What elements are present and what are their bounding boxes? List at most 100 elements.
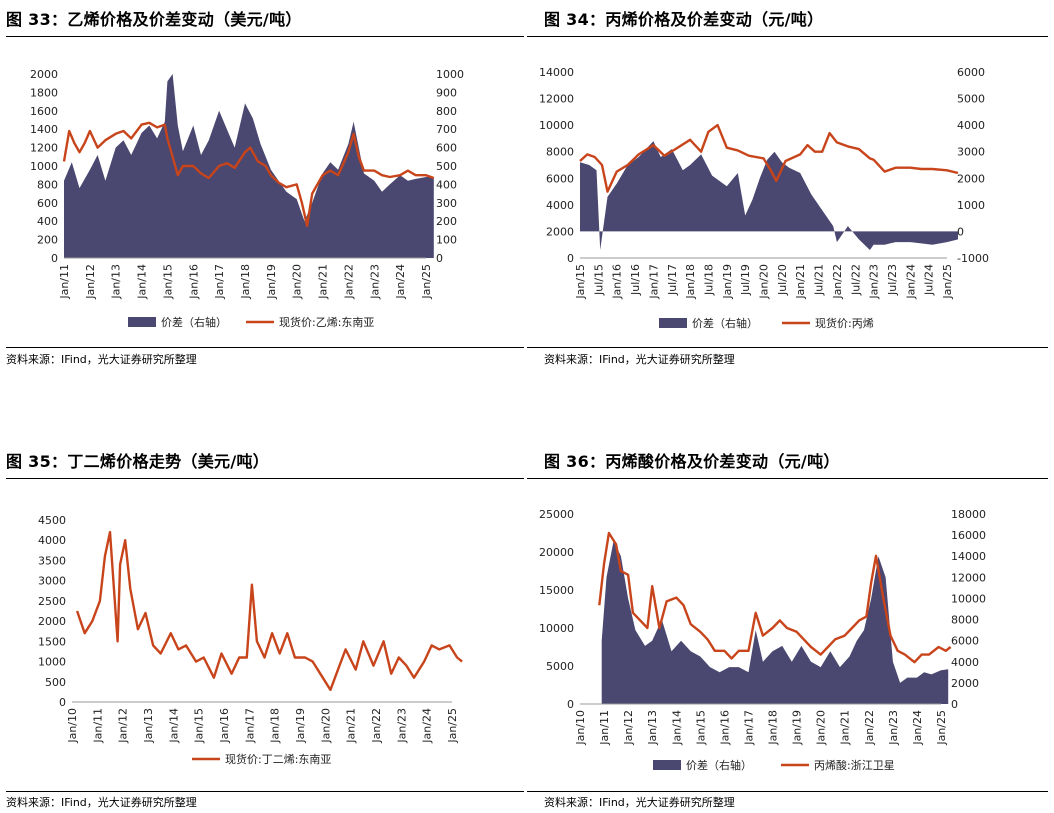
butadiene-chart: 0 500 1000 1500 2000 2500 3000 3500 4000 4500 Jan/…	[38, 514, 463, 766]
x-tick-label: Jan/18	[239, 264, 252, 300]
source-note: 资料来源：IFind，光大证券研究所整理	[544, 796, 735, 809]
y-left-tick-label: 3500	[38, 554, 66, 567]
x-tick-label: Jan/11	[598, 710, 611, 746]
x-tick-label: Jan/23	[887, 710, 900, 746]
x-tick-label: Jan/11	[91, 708, 104, 744]
source-note: 资料来源：IFind，光大证券研究所整理	[6, 796, 197, 809]
x-tick-label: Jan/20	[758, 264, 771, 300]
x-tick-label: Jan/11	[58, 264, 71, 300]
x-tick-label: Jan/23	[368, 264, 381, 300]
y-right-tick-label: 5000	[957, 93, 985, 106]
x-tick-label: Jan/19	[791, 710, 804, 746]
x-tick-label: Jan/22	[342, 264, 355, 300]
title-divider	[527, 478, 1048, 479]
title-divider	[6, 36, 524, 37]
y-left-tick-label: 4500	[38, 514, 66, 527]
legend-label: 现货价:丙烯	[815, 316, 874, 330]
x-tick-label: Jan/18	[767, 710, 780, 746]
x-tick-label: Jan/17	[213, 264, 226, 300]
legend-label: 现货价:丁二烯:东南亚	[225, 752, 331, 766]
x-tick-label: Jan/14	[670, 710, 683, 746]
x-tick-label: Jan/21	[794, 264, 807, 300]
y-left-tick-label: 2000	[546, 225, 574, 238]
y-right-tick-label: 0	[951, 698, 958, 711]
acrylic-acid-chart: 0 5000 10000 15000 20000 25000 0 2000 4000 6000 80…	[539, 508, 986, 772]
x-tick-label: Jan/19	[294, 708, 307, 744]
y-right-tick-label: 400	[436, 178, 457, 191]
y-left-tick-label: 400	[37, 215, 58, 228]
x-tick-label: Jan/21	[317, 264, 330, 300]
y-right-tick-label: 0	[957, 225, 964, 238]
price-line	[62, 121, 435, 227]
chart-title: 图 34：丙烯价格及价差变动（元/吨）	[544, 10, 824, 29]
source-divider	[6, 347, 524, 348]
y-left-tick-label: 2500	[38, 595, 66, 608]
y-left-tick-label: 0	[567, 698, 574, 711]
price-line	[598, 531, 952, 664]
y-left-tick-label: 200	[37, 234, 58, 247]
source-note: 资料来源：IFind，光大证券研究所整理	[544, 353, 735, 366]
x-tick-label: Jan/12	[117, 708, 130, 744]
source-divider	[6, 791, 524, 792]
y-left-tick-label: 0	[567, 252, 574, 265]
legend-label: 丙烯酸:浙江卫星	[814, 758, 895, 772]
x-tick-label: Jan/24	[421, 708, 434, 744]
y-right-tick-label: 300	[436, 197, 457, 210]
y-right-tick-label: 4000	[957, 119, 985, 132]
y-left-tick-label: 1800	[30, 86, 58, 99]
legend-label: 现货价:乙烯:东南亚	[279, 315, 374, 329]
legend-swatch-area	[653, 760, 681, 770]
y-left-tick-label: 2000	[38, 615, 66, 628]
x-tick-label: Jan/19	[721, 264, 734, 300]
x-tick-label: Jan/20	[319, 708, 332, 744]
propylene-chart: 0 2000 4000 6000 8000 10000 12000 14000 -1000 0 10…	[539, 66, 989, 330]
y-right-tick-label: 12000	[951, 571, 986, 584]
x-tick-label: Jan/15	[161, 264, 174, 300]
x-tick-label: Jan/18	[269, 708, 282, 744]
x-tick-label: Jul/21	[813, 264, 826, 296]
x-tick-label: Jan/10	[574, 710, 587, 746]
y-left-tick-label: 12000	[539, 93, 574, 106]
y-left-tick-label: 1200	[30, 142, 58, 155]
title-divider	[527, 36, 1048, 37]
chart-title: 图 33：乙烯价格及价差变动（美元/吨）	[6, 10, 302, 29]
x-tick-label: Jan/22	[831, 264, 844, 300]
x-tick-label: Jan/22	[370, 708, 383, 744]
x-tick-label: Jan/25	[420, 264, 433, 300]
y-right-tick-label: 16000	[951, 529, 986, 542]
y-left-tick-label: 20000	[539, 546, 574, 559]
x-tick-label: Jan/20	[815, 710, 828, 746]
x-tick-label: Jan/12	[622, 710, 635, 746]
y-left-tick-label: 25000	[539, 508, 574, 521]
x-tick-label: Jan/13	[142, 708, 155, 744]
chart-title: 图 36：丙烯酸价格及价差变动（元/吨）	[544, 452, 840, 471]
x-tick-label: Jul/19	[739, 264, 752, 296]
y-right-tick-label: 1000	[957, 199, 985, 212]
legend-label: 价差（右轴）	[686, 758, 752, 772]
y-left-tick-label: 14000	[539, 66, 574, 79]
y-left-tick-label: 2000	[30, 68, 58, 81]
legend-label: 价差（右轴）	[692, 316, 758, 330]
x-tick-label: Jul/22	[849, 264, 862, 296]
chart-title: 图 35：丁二烯价格走势（美元/吨）	[6, 452, 270, 471]
y-left-tick-label: 0	[59, 696, 66, 709]
x-tick-label: Jan/17	[743, 710, 756, 746]
x-tick-label: Jan/16	[187, 264, 200, 300]
y-left-tick-label: 10000	[539, 119, 574, 132]
x-tick-label: Jan/14	[136, 264, 149, 300]
y-right-tick-label: 10000	[951, 592, 986, 605]
x-tick-label: Jan/25	[935, 710, 948, 746]
y-right-tick-label: 900	[436, 86, 457, 99]
panel-propylene: 图 34：丙烯价格及价差变动（元/吨） 0 2000 4000 6000 8000 100…	[527, 0, 1048, 380]
spread-area	[580, 141, 958, 250]
y-right-tick-label: 200	[436, 215, 457, 228]
price-line	[75, 530, 463, 692]
x-tick-label: Jan/18	[684, 264, 697, 300]
x-tick-label: Jan/20	[291, 264, 304, 300]
spread-area	[601, 540, 949, 704]
y-left-tick-label: 6000	[546, 172, 574, 185]
y-right-tick-label: -1000	[957, 252, 989, 265]
y-right-tick-label: 6000	[957, 66, 985, 79]
x-tick-label: Jan/16	[218, 708, 231, 744]
y-right-tick-label: 2000	[951, 677, 979, 690]
